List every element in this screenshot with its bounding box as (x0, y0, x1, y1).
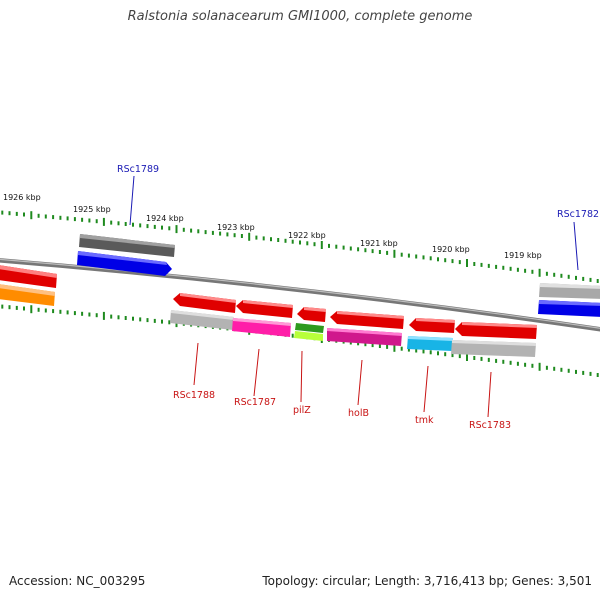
gene-feature-holb-magenta[interactable] (327, 328, 402, 346)
gene-feature-rsc1789-grey[interactable] (79, 234, 175, 257)
accession-text: Accession: NC_003295 (9, 574, 146, 588)
gene-label-rsc1787[interactable]: RSc1787 (234, 397, 276, 408)
gene-feature-rsc1782[interactable] (538, 300, 600, 317)
gene-feature-left-red[interactable] (0, 265, 57, 288)
kbp-label: 1922 kbp (288, 231, 326, 240)
gene-label-rsc1789[interactable]: RSc1789 (117, 164, 159, 175)
gene-feature-rsc1788-grey[interactable] (170, 310, 234, 330)
gene-label-rsc1782[interactable]: RSc1782 (557, 209, 599, 220)
gene-label-pilz[interactable]: pilZ (293, 405, 311, 416)
genome-summary-text: Topology: circular; Length: 3,716,413 bp… (262, 574, 592, 588)
gene-feature-pilz-green[interactable] (294, 323, 324, 341)
gene-feature-holb[interactable] (330, 311, 404, 329)
gene-label-rsc1788[interactable]: RSc1788 (173, 390, 215, 401)
gene-feature-rsc1783-grey[interactable] (451, 340, 536, 357)
map-title: Ralstonia solanacearum GMI1000, complete… (127, 9, 473, 24)
gene-feature-rsc1782-grey[interactable] (539, 283, 600, 299)
kbp-label: 1919 kbp (504, 251, 542, 260)
gene-feature-rsc1787-magenta[interactable] (232, 318, 291, 337)
kbp-label: 1926 kbp (3, 193, 41, 202)
gene-feature-left-orange[interactable] (0, 284, 55, 306)
outer-tick-track (1, 210, 599, 283)
gene-label-rsc1783[interactable]: RSc1783 (469, 420, 511, 431)
genome-backbone-highlight (0, 258, 600, 329)
gene-callout-lines (129, 175, 579, 418)
kbp-label: 1924 kbp (146, 214, 184, 223)
gene-feature-pilz[interactable] (297, 307, 326, 322)
kbp-label: 1923 kbp (217, 223, 255, 232)
gene-label-tmk[interactable]: tmk (415, 415, 434, 426)
kbp-label: 1925 kbp (73, 205, 111, 214)
gene-feature-rsc1788[interactable] (173, 293, 236, 313)
gene-feature-tmk[interactable] (409, 318, 455, 333)
gene-feature-rsc1789[interactable] (77, 251, 172, 276)
genome-backbone (0, 258, 600, 332)
kbp-label: 1920 kbp (432, 245, 470, 254)
gene-feature-rsc1783[interactable] (455, 322, 537, 339)
gene-label-holb[interactable]: holB (348, 408, 369, 419)
kbp-label: 1921 kbp (360, 239, 398, 248)
gene-feature-rsc1787[interactable] (236, 300, 293, 318)
gene-feature-tmk-cyan[interactable] (407, 336, 453, 351)
